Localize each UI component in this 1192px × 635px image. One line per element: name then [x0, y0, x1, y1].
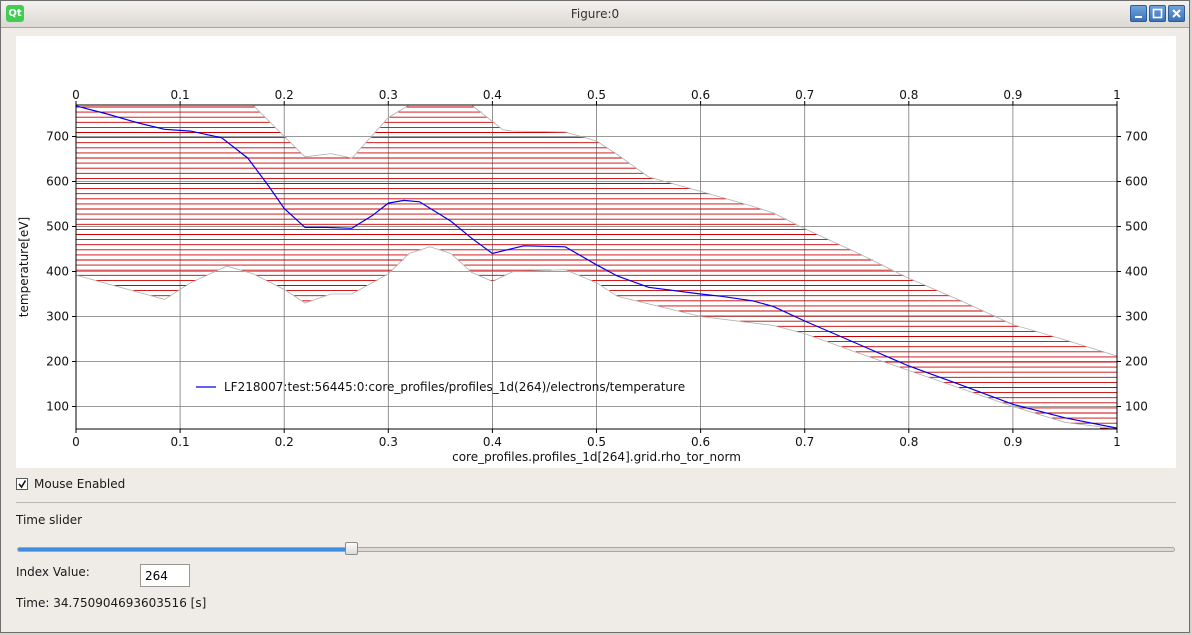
band-lower-edge	[76, 246, 1117, 429]
y-tick-label: 500	[46, 220, 69, 234]
error-band	[76, 106, 1117, 429]
plot-canvas[interactable]: 0 0 0.1 0.1 0.2 0.2 0.3 0.3 0.4 0.4 0.5 0.5 0.6 0.6 0.…	[16, 36, 1176, 468]
x-tick-label: 0.4	[483, 435, 502, 449]
y-axis-label: temperature[eV]	[17, 217, 31, 317]
x-tick-label-top: 1	[1113, 88, 1121, 102]
y-tick-label-right: 500	[1125, 220, 1148, 234]
minimize-icon	[1135, 16, 1142, 18]
x-tick-label-top: 0.7	[795, 88, 814, 102]
legend-label: LF218007:test:56445:0:core_profiles/prof…	[224, 380, 685, 394]
x-tick-label-top: 0.6	[691, 88, 710, 102]
x-tick-label: 0.9	[1003, 435, 1022, 449]
y-tick-label: 200	[46, 355, 69, 369]
window-title: Figure:0	[570, 7, 620, 21]
index-value-label: Index Value:	[16, 565, 90, 579]
y-tick-label: 400	[46, 265, 69, 279]
series-line	[76, 105, 1117, 429]
x-tick-label-top: 0	[72, 88, 80, 102]
minimize-button[interactable]	[1130, 5, 1147, 22]
checkmark-icon	[18, 480, 27, 489]
qt-logo-icon: Qt	[6, 5, 24, 22]
time-slider[interactable]	[17, 547, 1175, 552]
time-slider-fill	[18, 548, 352, 551]
x-tick-label-top: 0.3	[379, 88, 398, 102]
close-icon	[1172, 9, 1181, 18]
x-tick-label-top: 0.4	[483, 88, 502, 102]
maximize-button[interactable]	[1149, 5, 1166, 22]
x-tick-label-top: 0.8	[899, 88, 918, 102]
x-tick-label: 0.1	[171, 435, 190, 449]
x-tick-label: 0.6	[691, 435, 710, 449]
close-button[interactable]	[1168, 5, 1185, 22]
y-tick-label-right: 200	[1125, 355, 1148, 369]
y-tick-label-right: 300	[1125, 310, 1148, 324]
x-tick-label-top: 0.5	[587, 88, 606, 102]
x-tick-label: 0.8	[899, 435, 918, 449]
y-tick-label: 700	[46, 130, 69, 144]
y-tick-label-right: 600	[1125, 175, 1148, 189]
x-tick-label: 0.3	[379, 435, 398, 449]
time-slider-label: Time slider	[16, 513, 83, 527]
y-tick-label: 300	[46, 310, 69, 324]
mouse-enabled-checkbox[interactable]	[16, 478, 28, 490]
band-upper-edge	[76, 105, 1117, 357]
y-tick-label: 100	[46, 400, 69, 414]
y-tick-label-right: 400	[1125, 265, 1148, 279]
x-tick-label: 0	[72, 435, 80, 449]
divider	[16, 502, 1176, 503]
x-tick-label: 1	[1113, 435, 1121, 449]
x-tick-label: 0.2	[275, 435, 294, 449]
mouse-enabled-label: Mouse Enabled	[34, 477, 126, 491]
x-tick-label-top: 0.9	[1003, 88, 1022, 102]
x-axis-label: core_profiles.profiles_1d[264].grid.rho_…	[452, 450, 741, 464]
index-value-input[interactable]	[140, 564, 190, 587]
x-tick-label: 0.7	[795, 435, 814, 449]
time-slider-handle[interactable]	[344, 542, 358, 555]
y-tick-label-right: 700	[1125, 130, 1148, 144]
x-tick-label: 0.5	[587, 435, 606, 449]
title-bar[interactable]: Qt Figure:0	[1, 1, 1189, 28]
mouse-enabled-row[interactable]: Mouse Enabled	[16, 477, 125, 491]
time-readout: Time: 34.750904693603516 [s]	[16, 596, 207, 610]
x-tick-label-top: 0.2	[275, 88, 294, 102]
x-tick-label-top: 0.1	[171, 88, 190, 102]
y-tick-label: 600	[46, 175, 69, 189]
maximize-icon	[1152, 8, 1163, 19]
y-tick-label-right: 100	[1125, 400, 1148, 414]
temperature-chart[interactable]: 0 0 0.1 0.1 0.2 0.2 0.3 0.3 0.4 0.4 0.5 0.5 0.6 0.6 0.…	[16, 36, 1176, 468]
